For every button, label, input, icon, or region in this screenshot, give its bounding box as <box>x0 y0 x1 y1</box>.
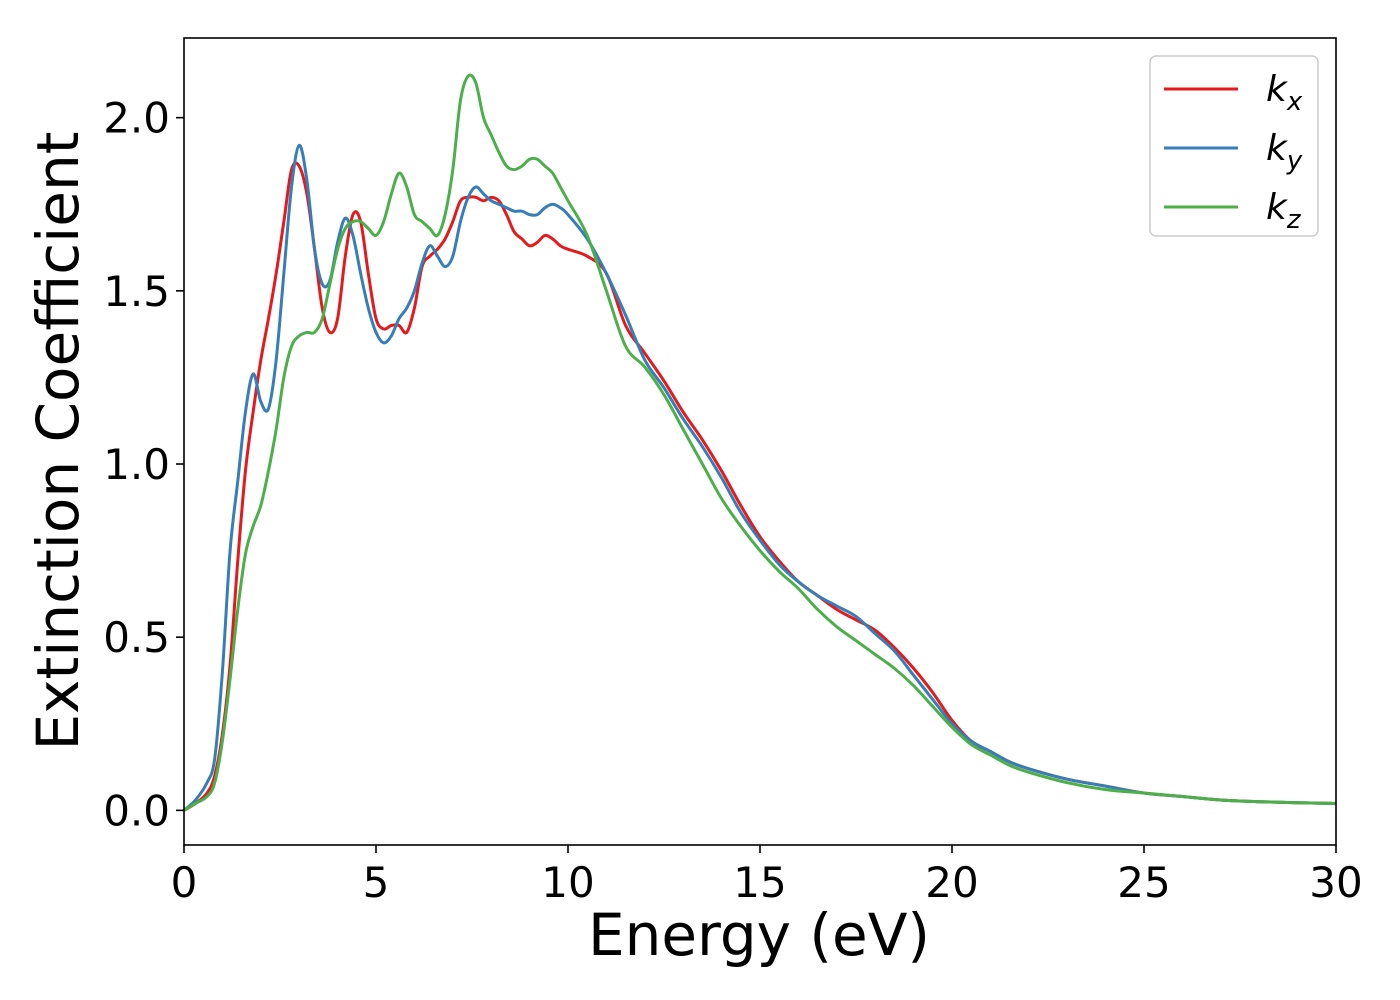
y-tick-label: 1.5 <box>103 267 170 316</box>
x-tick-label: 15 <box>733 858 786 907</box>
x-axis-title: Energy (eV) <box>588 901 930 969</box>
y-tick-label: 0.0 <box>103 786 170 835</box>
y-tick-label: 0.5 <box>103 613 170 662</box>
x-tick-label: 0 <box>171 858 198 907</box>
legend-label-k-z: kz <box>1266 187 1302 235</box>
x-axis-ticks: 0 5 10 15 20 25 30 <box>171 845 1363 907</box>
x-tick-label: 10 <box>541 858 594 907</box>
y-tick-label: 1.0 <box>103 440 170 489</box>
legend-label-k-x: kx <box>1266 69 1303 117</box>
series-lines <box>184 73 1336 812</box>
y-tick-label: 2.0 <box>103 94 170 143</box>
legend-box <box>1149 55 1319 237</box>
x-tick-label: 20 <box>925 858 978 907</box>
x-tick-label: 25 <box>1117 858 1170 907</box>
series-line-k-z <box>184 73 1336 812</box>
x-tick-label: 5 <box>363 858 390 907</box>
legend-label-k-y: ky <box>1266 128 1303 176</box>
series-line-k-x <box>184 161 1336 812</box>
y-axis-title: Extinction Coefficient <box>24 132 92 751</box>
y-axis-ticks: 0.0 0.5 1.0 1.5 2.0 <box>103 94 184 835</box>
x-tick-label: 30 <box>1309 858 1362 907</box>
legend: kx ky kz <box>1149 55 1319 237</box>
series-line-k-y <box>184 143 1336 812</box>
